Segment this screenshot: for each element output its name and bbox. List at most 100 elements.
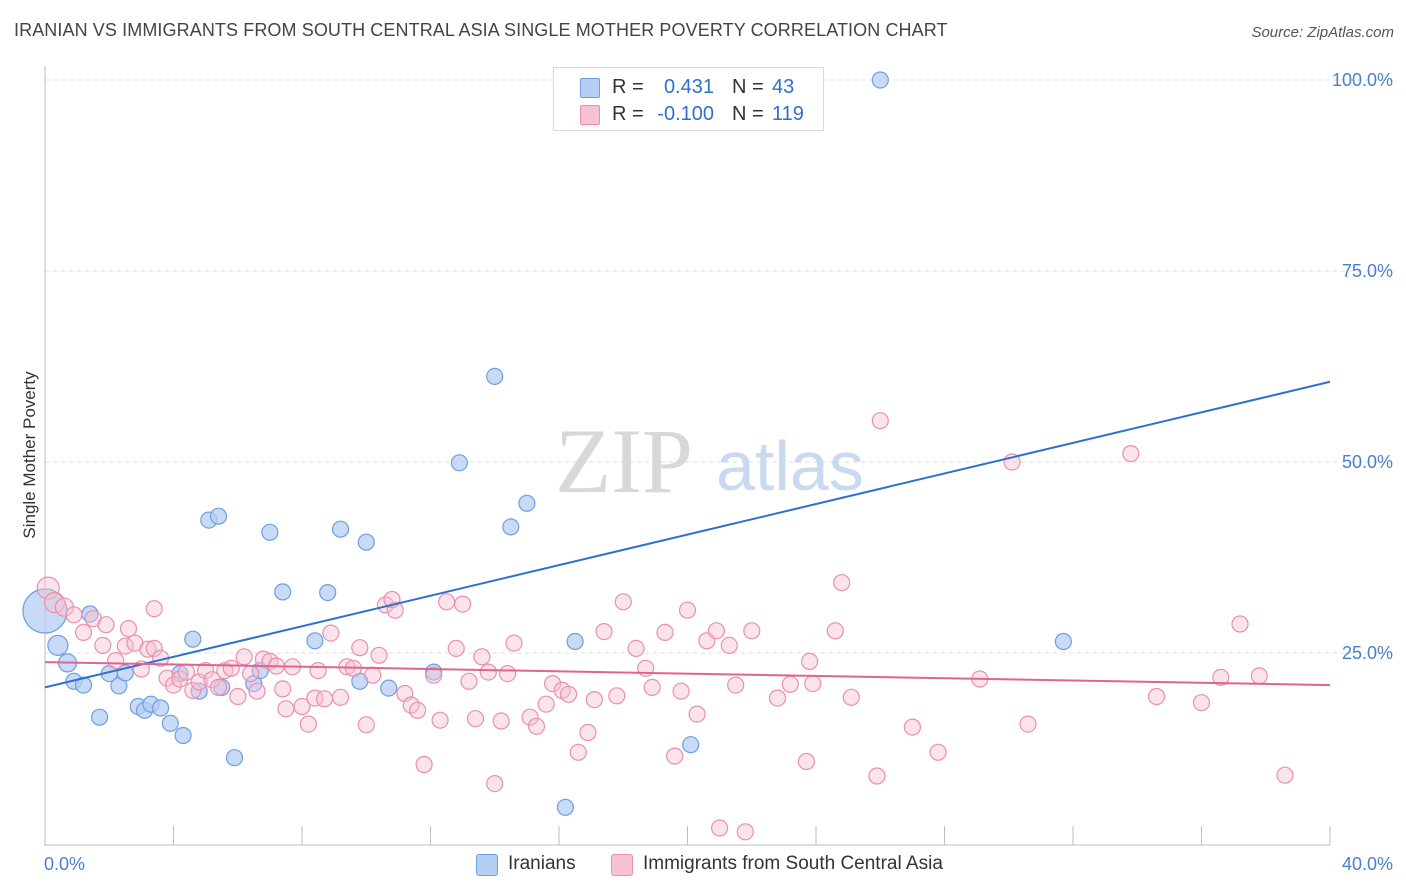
point-immigrants[interactable]	[833, 574, 851, 592]
point-immigrants[interactable]	[36, 576, 60, 600]
point-iranians[interactable]	[190, 682, 208, 700]
point-immigrants[interactable]	[97, 616, 115, 634]
point-immigrants[interactable]	[460, 672, 478, 690]
point-iranians[interactable]	[209, 507, 228, 525]
point-immigrants[interactable]	[322, 624, 340, 642]
point-immigrants[interactable]	[868, 767, 886, 785]
point-immigrants[interactable]	[720, 636, 738, 655]
point-immigrants[interactable]	[499, 664, 517, 683]
point-immigrants[interactable]	[229, 687, 247, 706]
point-immigrants[interactable]	[527, 717, 546, 735]
point-immigrants[interactable]	[727, 676, 745, 694]
point-immigrants[interactable]	[438, 593, 456, 611]
point-immigrants[interactable]	[164, 676, 183, 694]
point-immigrants[interactable]	[331, 688, 350, 706]
point-iranians[interactable]	[174, 726, 192, 745]
point-immigrants[interactable]	[248, 682, 266, 700]
point-immigrants[interactable]	[800, 652, 819, 671]
point-immigrants[interactable]	[299, 715, 317, 733]
point-immigrants[interactable]	[309, 661, 327, 680]
point-immigrants[interactable]	[364, 666, 382, 684]
point-immigrants[interactable]	[579, 723, 597, 742]
point-immigrants[interactable]	[743, 622, 761, 640]
point-immigrants[interactable]	[1250, 667, 1268, 685]
point-iranians[interactable]	[518, 494, 536, 512]
point-immigrants[interactable]	[1231, 615, 1249, 633]
point-iranians[interactable]	[357, 533, 375, 551]
point-immigrants[interactable]	[242, 664, 260, 683]
point-iranians[interactable]	[90, 708, 109, 726]
point-immigrants[interactable]	[293, 697, 311, 716]
point-immigrants[interactable]	[559, 685, 578, 703]
point-immigrants[interactable]	[431, 711, 449, 729]
point-immigrants[interactable]	[797, 752, 816, 771]
point-immigrants[interactable]	[116, 637, 134, 655]
point-immigrants[interactable]	[842, 688, 860, 706]
point-iranians[interactable]	[450, 454, 468, 472]
point-immigrants[interactable]	[1019, 715, 1037, 733]
point-immigrants[interactable]	[222, 659, 240, 677]
point-immigrants[interactable]	[585, 690, 603, 709]
point-immigrants[interactable]	[614, 593, 632, 611]
point-immigrants[interactable]	[94, 636, 112, 655]
point-immigrants[interactable]	[672, 682, 690, 700]
point-immigrants[interactable]	[145, 600, 163, 618]
point-immigrants[interactable]	[903, 718, 922, 736]
point-immigrants[interactable]	[929, 743, 947, 761]
point-iranians[interactable]	[331, 520, 350, 538]
point-immigrants[interactable]	[107, 651, 125, 670]
point-immigrants[interactable]	[537, 695, 555, 713]
point-iranians[interactable]	[161, 714, 179, 732]
point-immigrants[interactable]	[627, 639, 645, 658]
point-immigrants[interactable]	[1276, 766, 1294, 784]
point-immigrants[interactable]	[595, 622, 613, 641]
point-immigrants[interactable]	[119, 619, 138, 638]
point-immigrants[interactable]	[306, 689, 324, 707]
point-immigrants[interactable]	[473, 648, 491, 666]
point-iranians[interactable]	[152, 699, 170, 717]
point-immigrants[interactable]	[447, 639, 465, 658]
point-immigrants[interactable]	[521, 708, 539, 726]
point-immigrants[interactable]	[492, 712, 510, 730]
point-immigrants[interactable]	[804, 674, 822, 693]
point-immigrants[interactable]	[386, 601, 404, 619]
point-immigrants[interactable]	[678, 601, 697, 619]
point-immigrants[interactable]	[357, 716, 375, 734]
point-iranians[interactable]	[225, 749, 244, 767]
point-immigrants[interactable]	[608, 687, 626, 705]
point-iranians[interactable]	[274, 583, 292, 601]
point-iranians[interactable]	[871, 71, 889, 89]
point-immigrants[interactable]	[74, 623, 93, 642]
point-iranians[interactable]	[261, 523, 279, 541]
point-immigrants[interactable]	[1212, 668, 1230, 687]
point-immigrants[interactable]	[65, 606, 83, 624]
point-immigrants[interactable]	[315, 690, 334, 708]
point-immigrants[interactable]	[505, 634, 523, 652]
point-iranians[interactable]	[380, 679, 398, 697]
point-immigrants[interactable]	[1147, 687, 1166, 706]
point-immigrants[interactable]	[409, 701, 427, 719]
point-iranians[interactable]	[1054, 632, 1073, 651]
point-immigrants[interactable]	[768, 689, 787, 707]
point-immigrants[interactable]	[781, 675, 799, 693]
point-iranians[interactable]	[319, 583, 337, 602]
point-immigrants[interactable]	[569, 743, 587, 761]
point-iranians[interactable]	[184, 630, 202, 648]
point-iranians[interactable]	[486, 367, 504, 385]
point-immigrants[interactable]	[274, 680, 292, 698]
point-immigrants[interactable]	[486, 774, 504, 793]
point-immigrants[interactable]	[666, 747, 684, 765]
point-immigrants[interactable]	[209, 678, 228, 697]
point-immigrants[interactable]	[370, 646, 388, 664]
point-immigrants[interactable]	[871, 412, 889, 430]
point-immigrants[interactable]	[235, 648, 253, 666]
point-immigrants[interactable]	[139, 640, 157, 658]
point-iranians[interactable]	[566, 632, 584, 651]
point-immigrants[interactable]	[1192, 694, 1211, 712]
point-immigrants[interactable]	[688, 705, 706, 723]
point-iranians[interactable]	[74, 676, 93, 694]
point-immigrants[interactable]	[425, 666, 443, 684]
point-immigrants[interactable]	[543, 674, 562, 693]
point-immigrants[interactable]	[707, 622, 726, 640]
point-immigrants[interactable]	[466, 710, 485, 728]
